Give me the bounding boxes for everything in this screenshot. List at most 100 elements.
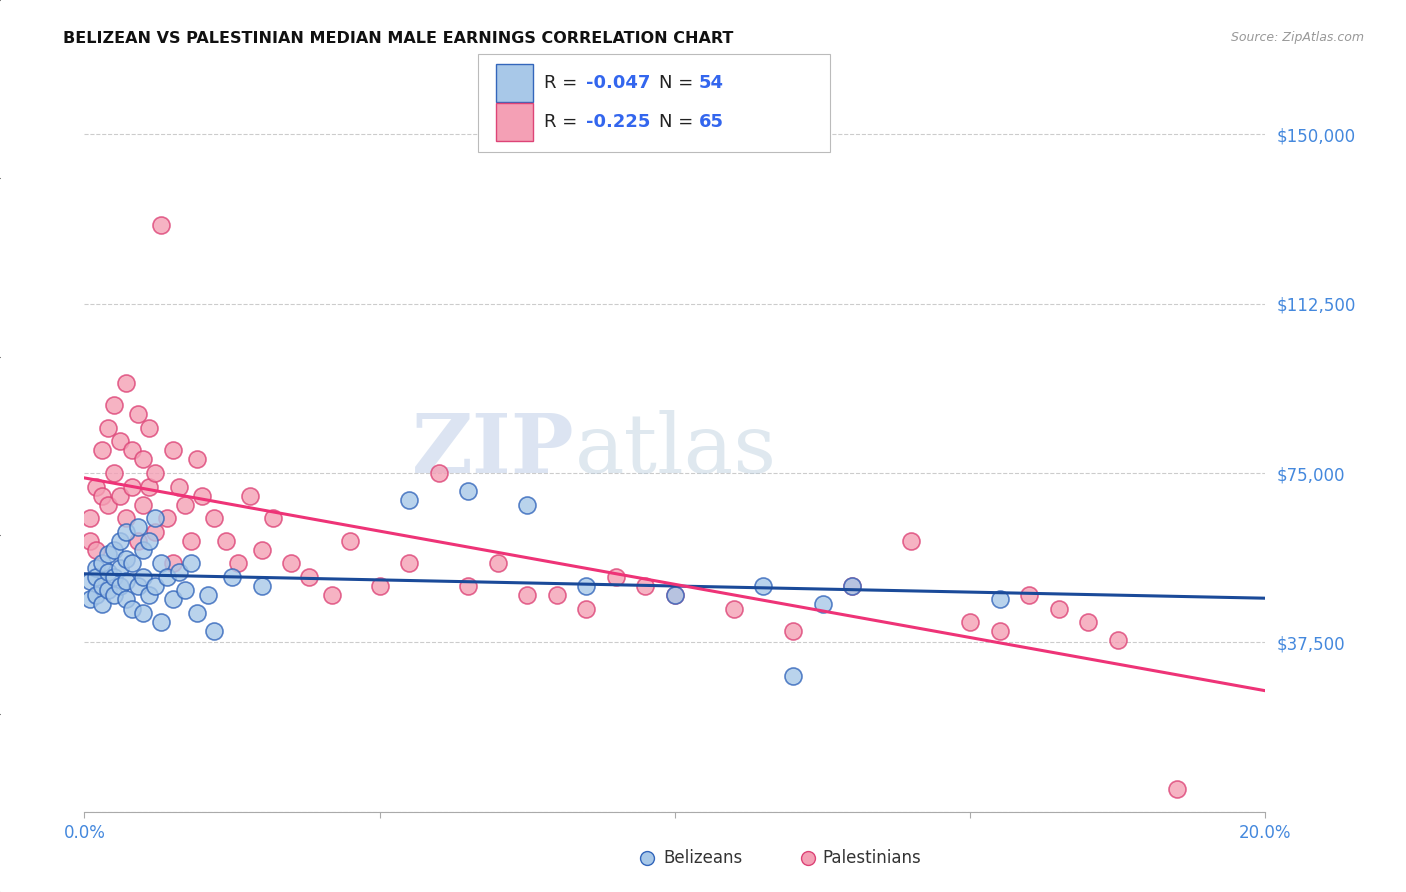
Point	[486, 557, 509, 571]
Point	[84, 561, 107, 575]
Point	[150, 557, 173, 571]
Point	[132, 570, 155, 584]
Point	[575, 579, 598, 593]
Point	[84, 570, 107, 584]
Point	[368, 579, 391, 593]
Point	[959, 615, 981, 629]
Point	[91, 489, 114, 503]
Point	[114, 524, 136, 539]
Point	[127, 407, 149, 421]
Point	[782, 669, 804, 683]
Point	[97, 498, 120, 512]
Point	[186, 452, 208, 467]
Point	[605, 570, 627, 584]
Point	[132, 542, 155, 557]
Point	[108, 434, 131, 449]
Point	[546, 588, 568, 602]
Point	[180, 533, 202, 548]
Point	[664, 588, 686, 602]
Text: N =: N =	[659, 113, 699, 131]
Point	[457, 484, 479, 499]
Point	[1107, 633, 1129, 648]
Point	[84, 480, 107, 494]
Point	[84, 588, 107, 602]
Point	[84, 542, 107, 557]
Point	[103, 542, 125, 557]
Point	[191, 489, 214, 503]
Point	[516, 498, 538, 512]
Point	[143, 511, 166, 525]
Point	[114, 574, 136, 589]
Point	[138, 421, 160, 435]
Point	[197, 588, 219, 602]
Point	[143, 466, 166, 480]
Point	[143, 579, 166, 593]
Point	[132, 452, 155, 467]
Point	[103, 466, 125, 480]
Point	[108, 579, 131, 593]
Text: Palestinians: Palestinians	[823, 849, 921, 867]
Point	[634, 579, 657, 593]
Point	[173, 498, 195, 512]
Point	[298, 570, 321, 584]
Point	[138, 480, 160, 494]
Point	[132, 606, 155, 620]
Point	[138, 588, 160, 602]
Point	[215, 533, 238, 548]
Point	[79, 511, 101, 525]
Point	[162, 592, 184, 607]
Point	[262, 511, 284, 525]
Point	[143, 524, 166, 539]
Point	[150, 615, 173, 629]
Point	[121, 601, 143, 615]
Text: 54: 54	[699, 74, 724, 92]
Point	[127, 533, 149, 548]
Point	[723, 601, 745, 615]
Point	[114, 376, 136, 390]
Point	[398, 493, 420, 508]
Point	[79, 533, 101, 548]
Point	[91, 443, 114, 458]
Point	[202, 511, 225, 525]
Text: Belizeans: Belizeans	[664, 849, 742, 867]
Point	[752, 579, 775, 593]
Point	[167, 480, 190, 494]
Point	[103, 398, 125, 412]
Point	[103, 570, 125, 584]
Point	[398, 557, 420, 571]
Text: Source: ZipAtlas.com: Source: ZipAtlas.com	[1230, 31, 1364, 45]
Point	[79, 574, 101, 589]
Point	[457, 579, 479, 593]
Point	[97, 421, 120, 435]
Point	[114, 551, 136, 566]
Point	[988, 592, 1011, 607]
Point	[97, 583, 120, 598]
Point	[150, 218, 173, 232]
Point	[900, 533, 922, 548]
Point	[221, 570, 243, 584]
Point	[162, 557, 184, 571]
Point	[156, 570, 179, 584]
Point	[97, 566, 120, 580]
Text: R =: R =	[544, 74, 583, 92]
Point	[811, 597, 834, 611]
Point	[988, 624, 1011, 639]
Point	[664, 588, 686, 602]
Point	[841, 579, 863, 593]
Point	[226, 557, 249, 571]
Text: BELIZEAN VS PALESTINIAN MEDIAN MALE EARNINGS CORRELATION CHART: BELIZEAN VS PALESTINIAN MEDIAN MALE EARN…	[63, 31, 734, 46]
Point	[108, 489, 131, 503]
Point	[162, 443, 184, 458]
Point	[516, 588, 538, 602]
Point	[127, 520, 149, 534]
Point	[114, 592, 136, 607]
Text: N =: N =	[659, 74, 699, 92]
Point	[250, 579, 273, 593]
Point	[91, 597, 114, 611]
Text: -0.047: -0.047	[586, 74, 651, 92]
Point	[339, 533, 361, 548]
Text: -0.225: -0.225	[586, 113, 651, 131]
Point	[427, 466, 450, 480]
Point	[173, 583, 195, 598]
Text: ZIP: ZIP	[412, 410, 575, 491]
